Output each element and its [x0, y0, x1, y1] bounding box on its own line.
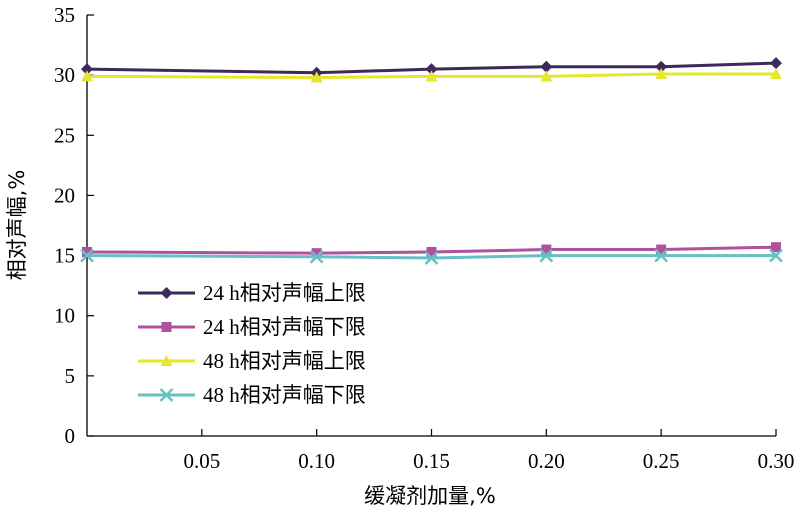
legend-label: 24 h相对声幅上限	[203, 281, 366, 305]
data-point	[770, 67, 782, 79]
legend-swatch-marker	[160, 355, 173, 366]
data-point	[770, 57, 782, 70]
data-point	[424, 251, 439, 265]
series-2	[82, 242, 781, 259]
y-tick-label: 0	[65, 424, 76, 448]
data-point	[654, 248, 669, 263]
chart-series	[80, 57, 783, 265]
legend-swatch-marker	[159, 388, 174, 402]
chart-legend: 24 h相对声幅上限 24 h相对声幅下限 48 h相对声幅上限 48 h相对声幅下限	[138, 281, 366, 407]
y-axis-label: 相对声幅,%	[5, 170, 29, 281]
y-tick-label: 25	[54, 123, 75, 147]
legend-item: 48 h相对声幅下限	[138, 383, 366, 407]
legend-item: 48 h相对声幅上限	[138, 349, 366, 373]
data-point	[426, 246, 437, 257]
series-3	[81, 67, 782, 83]
series-4	[80, 248, 783, 265]
legend-label: 48 h相对声幅下限	[203, 383, 366, 407]
y-tick-label: 10	[54, 304, 75, 328]
x-marker-stroke	[159, 388, 174, 402]
x-marker-stroke	[769, 248, 783, 263]
legend-label: 48 h相对声幅上限	[203, 349, 366, 373]
y-tick-label: 20	[54, 183, 75, 207]
x-marker-stroke	[654, 248, 669, 263]
x-tick-label: 0.05	[183, 449, 220, 473]
data-point	[769, 248, 783, 263]
x-tick-label: 0.15	[413, 449, 450, 473]
y-tick-label: 30	[54, 63, 75, 87]
data-point	[540, 70, 553, 82]
series-line	[86, 245, 777, 255]
data-point	[540, 60, 553, 73]
data-point	[310, 71, 323, 83]
data-point	[655, 60, 668, 73]
data-point	[81, 70, 93, 82]
legend-label: 24 h相对声幅下限	[203, 315, 366, 339]
chart-ticks: 0 5 10 15 20 25 30 35 0.05 0.10 0.15 0.20 0.25 0.30	[54, 3, 794, 473]
data-point	[309, 249, 324, 264]
x-marker-stroke	[539, 248, 554, 263]
series-line	[86, 61, 777, 75]
legend-item: 24 h相对声幅下限	[138, 315, 366, 339]
data-point	[82, 246, 92, 257]
y-tick-label: 35	[54, 3, 75, 27]
x-tick-label: 0.20	[528, 449, 565, 473]
x-tick-label: 0.30	[758, 449, 795, 473]
data-point	[425, 63, 438, 76]
data-point	[311, 248, 322, 259]
data-point	[541, 244, 552, 255]
series-line	[86, 254, 776, 260]
data-point	[656, 244, 667, 255]
x-tick-label: 0.10	[298, 449, 335, 473]
data-point	[655, 67, 668, 79]
data-point	[771, 242, 781, 253]
legend-item: 24 h相对声幅上限	[138, 281, 366, 305]
data-point	[80, 248, 94, 263]
y-tick-label: 5	[65, 364, 76, 388]
x-marker-stroke	[309, 249, 324, 264]
data-point	[425, 70, 438, 82]
legend-swatch-marker	[161, 322, 172, 332]
data-point	[81, 63, 93, 76]
x-axis-label: 缓凝剂加量,%	[364, 484, 496, 508]
series-line	[86, 72, 776, 80]
x-tick-label: 0.25	[643, 449, 680, 473]
legend-swatch-marker	[160, 287, 173, 299]
x-marker-stroke	[424, 251, 439, 265]
data-point	[539, 248, 554, 263]
x-marker-stroke	[80, 248, 94, 263]
y-tick-label: 15	[54, 244, 75, 268]
